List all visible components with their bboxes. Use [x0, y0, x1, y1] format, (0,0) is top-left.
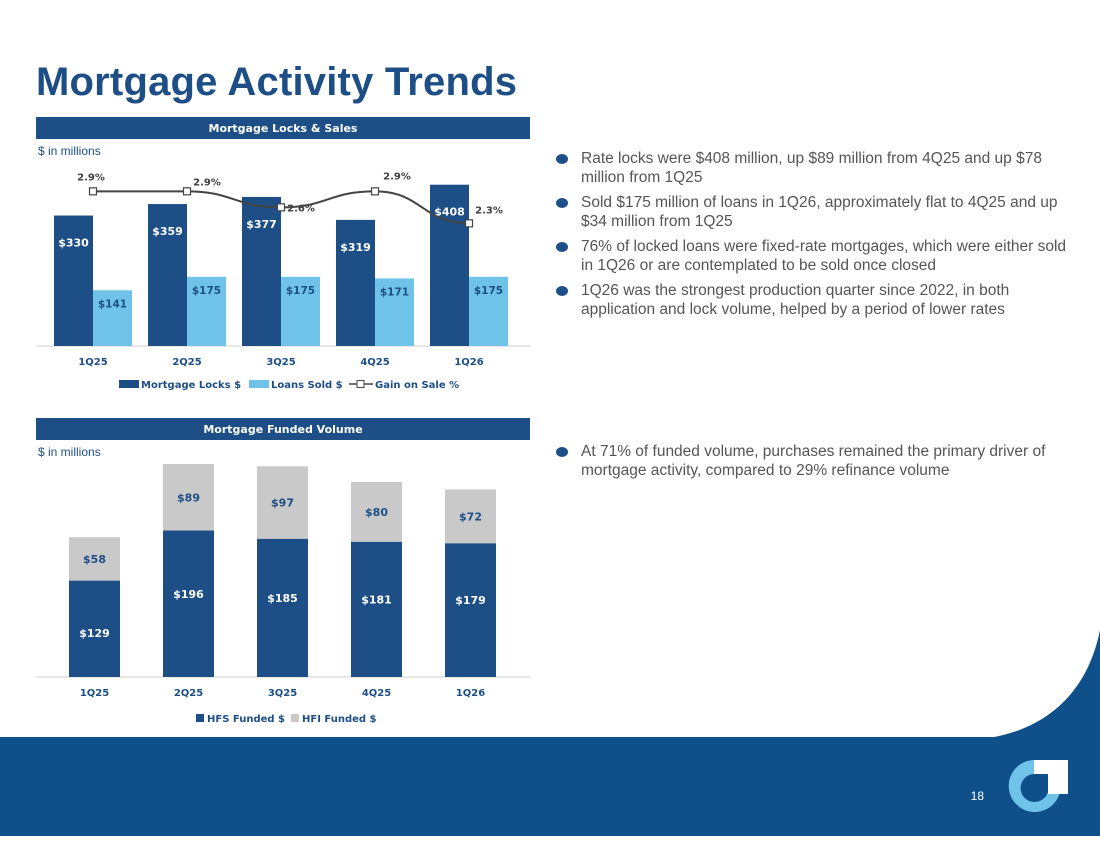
data-label-hfs-funded: $196 — [173, 588, 204, 601]
data-label-gain-on-sale: 2.3% — [475, 205, 503, 216]
data-label-hfs-funded: $181 — [361, 593, 392, 606]
legend-label-mortgage-locks: Mortgage Locks $ — [141, 380, 241, 391]
bar-mortgage-locks — [148, 204, 187, 346]
bar-hfi-funded — [257, 466, 308, 539]
data-label-loans-sold: $171 — [380, 286, 409, 298]
bar-mortgage-locks — [242, 196, 281, 346]
x-tick-label: 2Q25 — [172, 357, 201, 368]
point-gain-on-sale — [276, 203, 286, 212]
bullet-dot-icon — [556, 286, 568, 296]
point-gain-on-sale — [370, 187, 380, 196]
locks-sales-units-label: $ in millions — [38, 144, 101, 158]
company-logo-icon — [1008, 760, 1068, 812]
bullet-dot-icon — [556, 154, 568, 164]
bullet-dot-icon — [556, 242, 568, 252]
x-tick-label: 1Q25 — [80, 688, 109, 699]
bar-mortgage-locks — [430, 184, 469, 346]
data-label-loans-sold: $175 — [192, 285, 221, 297]
bar-hfi-funded — [69, 537, 120, 581]
x-tick-label: 4Q25 — [360, 357, 389, 368]
funded-volume-header: Mortgage Funded Volume — [36, 418, 530, 440]
legend-swatch-hfs-funded — [196, 714, 204, 722]
x-tick-label: 3Q25 — [268, 688, 297, 699]
bar-hfs-funded — [69, 580, 120, 677]
funded-volume-chart: $129 $58 1Q25 $196 $89 2Q25 $185 $97 3Q25 $181 $80… — [36, 464, 530, 725]
bullet-text: Rate locks were $408 million, up $89 mil… — [581, 150, 1042, 186]
legend-label-hfs-funded: HFS Funded $ — [207, 714, 285, 725]
locks-sales-bullet: 1Q26 was the strongest production quarte… — [556, 281, 1076, 319]
data-label-mortgage-locks: $319 — [340, 241, 371, 254]
footer-curve-shape — [960, 630, 1100, 740]
bar-mortgage-locks — [54, 215, 93, 346]
bar-loans-sold — [281, 276, 320, 346]
data-label-loans-sold: $141 — [98, 298, 127, 310]
legend-swatch-loans-sold — [249, 380, 269, 388]
x-tick-label: 4Q25 — [362, 688, 391, 699]
legend-label-loans-sold: Loans Sold $ — [271, 380, 343, 391]
bullet-text: Sold $175 million of loans in 1Q26, appr… — [581, 194, 1058, 230]
bar-hfs-funded — [257, 538, 308, 677]
bar-hfi-funded — [163, 464, 214, 531]
data-label-hfs-funded: $185 — [267, 592, 298, 605]
data-label-hfi-funded: $80 — [365, 506, 388, 519]
x-tick-label: 1Q25 — [78, 357, 107, 368]
bullet-dot-icon — [556, 198, 568, 208]
bar-hfi-funded — [351, 481, 402, 542]
data-label-loans-sold: $175 — [474, 285, 503, 297]
legend-label-gain-on-sale: Gain on Sale % — [375, 380, 459, 391]
locks-sales-bullets: Rate locks were $408 million, up $89 mil… — [556, 149, 1076, 325]
legend-swatch-hfi-funded — [291, 714, 299, 722]
point-gain-on-sale — [88, 187, 98, 196]
data-label-mortgage-locks: $377 — [246, 218, 277, 231]
bullet-text: At 71% of funded volume, purchases remai… — [581, 443, 1046, 479]
bar-loans-sold — [187, 276, 226, 346]
page-title: Mortgage Activity Trends — [36, 60, 518, 104]
locks-sales-bullet: 76% of locked loans were fixed-rate mort… — [556, 237, 1076, 275]
bar-loans-sold — [93, 290, 132, 346]
data-label-mortgage-locks: $359 — [152, 225, 183, 238]
footer-band — [0, 737, 1100, 836]
bullet-text: 1Q26 was the strongest production quarte… — [581, 282, 1010, 318]
data-label-mortgage-locks: $330 — [58, 237, 89, 250]
data-label-gain-on-sale: 2.6% — [287, 203, 315, 214]
data-label-gain-on-sale: 2.9% — [193, 177, 221, 188]
locks-sales-bullet: Rate locks were $408 million, up $89 mil… — [556, 149, 1076, 187]
x-tick-label: 2Q25 — [174, 688, 203, 699]
page-number: 18 — [970, 789, 984, 803]
bar-hfs-funded — [163, 530, 214, 677]
x-tick-label: 1Q26 — [454, 357, 483, 368]
bullet-text: 76% of locked loans were fixed-rate mort… — [581, 238, 1067, 274]
legend-label-hfi-funded: HFI Funded $ — [302, 714, 377, 725]
data-label-hfs-funded: $179 — [455, 594, 486, 607]
data-label-hfi-funded: $97 — [271, 496, 294, 509]
locks-sales-bullet: Sold $175 million of loans in 1Q26, appr… — [556, 193, 1076, 231]
bar-hfi-funded — [445, 489, 496, 544]
data-label-hfi-funded: $72 — [459, 510, 482, 523]
legend-swatch-mortgage-locks — [119, 380, 139, 388]
data-label-gain-on-sale: 2.9% — [383, 171, 411, 182]
bar-hfs-funded — [445, 543, 496, 677]
bar-mortgage-locks — [336, 219, 375, 346]
data-label-hfi-funded: $89 — [177, 491, 200, 504]
point-gain-on-sale — [464, 219, 474, 228]
x-tick-label: 3Q25 — [266, 357, 295, 368]
bullet-dot-icon — [556, 447, 568, 457]
bar-hfs-funded — [351, 541, 402, 677]
funded-volume-bullet: At 71% of funded volume, purchases remai… — [556, 442, 1076, 480]
funded-volume-units-label: $ in millions — [38, 445, 101, 459]
data-label-hfs-funded: $129 — [79, 627, 110, 640]
data-label-gain-on-sale: 2.9% — [77, 172, 105, 183]
locks-sales-chart: $330 $141 1Q25 $359 $175 2Q25 $377 $175 3Q25 $319… — [36, 171, 530, 391]
bar-loans-sold — [375, 278, 414, 346]
data-label-hfi-funded: $58 — [83, 553, 106, 566]
locks-sales-header: Mortgage Locks & Sales — [36, 117, 530, 139]
point-gain-on-sale — [182, 187, 192, 196]
bar-loans-sold — [469, 276, 508, 346]
data-label-loans-sold: $175 — [286, 285, 315, 297]
data-label-mortgage-locks: $408 — [434, 206, 465, 219]
legend-marker-gain-on-sale — [356, 380, 365, 388]
x-tick-label: 1Q26 — [456, 688, 485, 699]
funded-volume-bullets: At 71% of funded volume, purchases remai… — [556, 442, 1076, 486]
